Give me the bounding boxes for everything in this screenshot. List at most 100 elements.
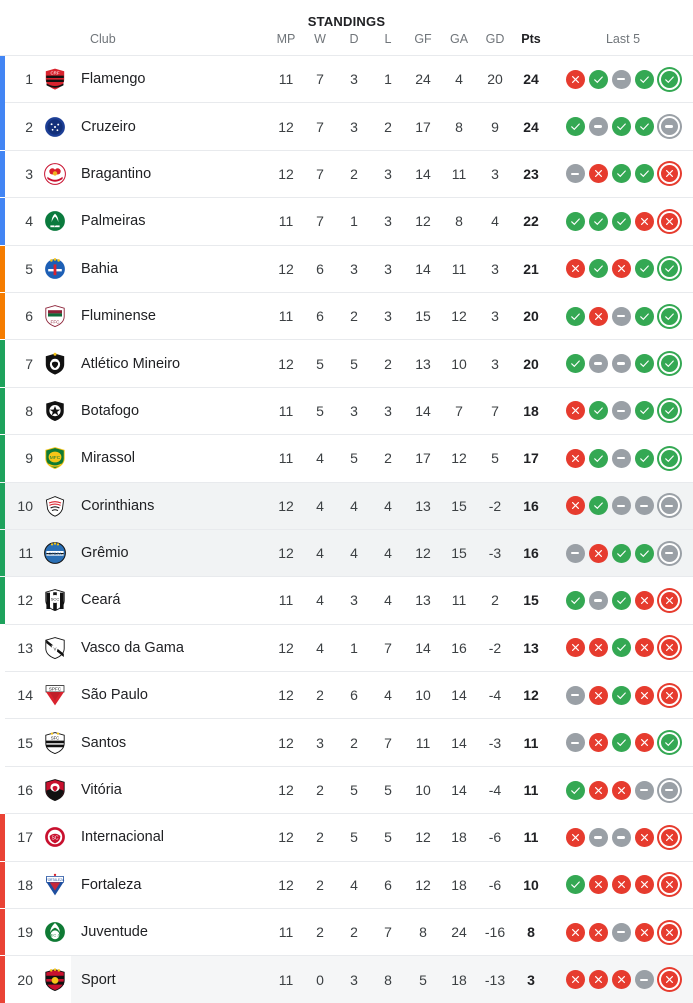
table-row[interactable]: 3 Bragantino 12 7 2 3 14 11 3 23 <box>0 150 693 199</box>
result-win-icon[interactable] <box>634 164 654 184</box>
result-win-icon[interactable] <box>660 260 678 278</box>
table-row[interactable]: 2 Cruzeiro 12 7 3 2 17 8 9 24 <box>0 102 693 151</box>
row-club-name[interactable]: Fluminense <box>71 292 269 341</box>
result-win-icon[interactable] <box>611 733 631 753</box>
result-win-icon[interactable] <box>565 306 585 326</box>
column-header-gd[interactable]: GD <box>477 32 513 56</box>
result-draw-icon[interactable] <box>634 780 654 800</box>
result-loss-icon[interactable] <box>588 638 608 658</box>
result-loss-icon[interactable] <box>634 638 654 658</box>
result-loss-icon[interactable] <box>565 259 585 279</box>
result-loss-icon[interactable] <box>660 923 678 941</box>
result-win-icon[interactable] <box>565 590 585 610</box>
result-loss-icon[interactable] <box>660 212 678 230</box>
result-draw-icon[interactable] <box>634 970 654 990</box>
result-win-icon[interactable] <box>611 164 631 184</box>
table-row[interactable]: 7 Atlético Mineiro 12 5 5 2 13 10 3 20 <box>0 339 693 388</box>
result-loss-icon[interactable] <box>588 685 608 705</box>
result-win-icon[interactable] <box>634 354 654 374</box>
row-club-name[interactable]: Fortaleza <box>71 861 269 910</box>
row-club-name[interactable]: Vasco da Gama <box>71 624 269 673</box>
table-row[interactable]: 15 SFC Santos 12 3 2 7 11 14 -3 11 <box>0 718 693 767</box>
result-win-icon[interactable] <box>660 355 678 373</box>
result-draw-icon[interactable] <box>611 496 631 516</box>
result-win-icon[interactable] <box>634 543 654 563</box>
row-club-name[interactable]: Atlético Mineiro <box>71 339 269 388</box>
result-win-icon[interactable] <box>611 211 631 231</box>
result-loss-icon[interactable] <box>588 875 608 895</box>
result-loss-icon[interactable] <box>611 875 631 895</box>
result-loss-icon[interactable] <box>660 686 678 704</box>
result-loss-icon[interactable] <box>588 922 608 942</box>
result-draw-icon[interactable] <box>565 733 585 753</box>
result-loss-icon[interactable] <box>565 69 585 89</box>
result-draw-icon[interactable] <box>611 306 631 326</box>
result-win-icon[interactable] <box>634 259 654 279</box>
result-loss-icon[interactable] <box>611 780 631 800</box>
column-header-club[interactable]: Club <box>71 32 269 56</box>
row-club-name[interactable]: Sport <box>71 955 269 1003</box>
result-win-icon[interactable] <box>588 259 608 279</box>
row-club-name[interactable]: Internacional <box>71 813 269 862</box>
result-win-icon[interactable] <box>588 496 608 516</box>
result-loss-icon[interactable] <box>565 448 585 468</box>
result-draw-icon[interactable] <box>565 685 585 705</box>
column-header-pts[interactable]: Pts <box>513 32 549 56</box>
table-row[interactable]: 11 GFBPA Grêmio 12 4 4 4 12 15 -3 16 <box>0 529 693 578</box>
result-draw-icon[interactable] <box>611 922 631 942</box>
table-row[interactable]: 13 V Vasco da Gama 12 4 1 7 14 16 -2 13 <box>0 624 693 673</box>
result-loss-icon[interactable] <box>565 970 585 990</box>
result-loss-icon[interactable] <box>660 639 678 657</box>
result-loss-icon[interactable] <box>565 922 585 942</box>
result-loss-icon[interactable] <box>634 827 654 847</box>
result-win-icon[interactable] <box>588 401 608 421</box>
result-loss-icon[interactable] <box>634 685 654 705</box>
table-row[interactable]: 14 SPFC São Paulo 12 2 6 4 10 14 -4 12 <box>0 671 693 720</box>
result-loss-icon[interactable] <box>565 638 585 658</box>
result-loss-icon[interactable] <box>611 259 631 279</box>
result-loss-icon[interactable] <box>634 733 654 753</box>
column-header-mp[interactable]: MP <box>269 32 303 56</box>
row-club-name[interactable]: Palmeiras <box>71 197 269 246</box>
result-loss-icon[interactable] <box>588 733 608 753</box>
row-club-name[interactable]: Botafogo <box>71 387 269 436</box>
row-club-name[interactable]: Flamengo <box>71 55 269 104</box>
result-loss-icon[interactable] <box>588 306 608 326</box>
result-win-icon[interactable] <box>660 402 678 420</box>
row-club-name[interactable]: Mirassol <box>71 434 269 483</box>
table-row[interactable]: 6 FFC Fluminense 11 6 2 3 15 12 3 20 <box>0 292 693 341</box>
result-loss-icon[interactable] <box>660 971 678 989</box>
table-row[interactable]: 10 Corinthians 12 4 4 4 13 15 -2 16 <box>0 482 693 530</box>
result-loss-icon[interactable] <box>565 827 585 847</box>
table-row[interactable]: 19 EC J Juventude 11 2 2 7 8 24 -16 8 <box>0 908 693 957</box>
result-draw-icon[interactable] <box>634 496 654 516</box>
result-win-icon[interactable] <box>611 543 631 563</box>
table-row[interactable]: 16 Vitória 12 2 5 5 10 14 -4 11 <box>0 766 693 815</box>
result-win-icon[interactable] <box>634 117 654 137</box>
row-club-name[interactable]: São Paulo <box>71 671 269 720</box>
column-header-gf[interactable]: GF <box>405 32 441 56</box>
result-loss-icon[interactable] <box>611 970 631 990</box>
result-draw-icon[interactable] <box>660 118 678 136</box>
result-draw-icon[interactable] <box>611 448 631 468</box>
result-win-icon[interactable] <box>588 448 608 468</box>
row-club-name[interactable]: Ceará <box>71 576 269 625</box>
column-header-d[interactable]: D <box>337 32 371 56</box>
result-loss-icon[interactable] <box>634 590 654 610</box>
result-loss-icon[interactable] <box>634 875 654 895</box>
table-row[interactable]: 8 Botafogo 11 5 3 3 14 7 7 18 <box>0 387 693 436</box>
row-club-name[interactable]: Grêmio <box>71 529 269 578</box>
table-row[interactable]: 1 CRF Flamengo 11 7 3 1 24 4 20 24 <box>0 55 693 104</box>
row-club-name[interactable]: Juventude <box>71 908 269 957</box>
column-header-ga[interactable]: GA <box>441 32 477 56</box>
result-loss-icon[interactable] <box>588 970 608 990</box>
result-win-icon[interactable] <box>611 590 631 610</box>
result-draw-icon[interactable] <box>611 827 631 847</box>
result-win-icon[interactable] <box>588 211 608 231</box>
result-loss-icon[interactable] <box>588 164 608 184</box>
result-win-icon[interactable] <box>565 780 585 800</box>
table-row[interactable]: 17 SC Internacional 12 2 5 5 12 18 -6 11 <box>0 813 693 862</box>
result-win-icon[interactable] <box>565 354 585 374</box>
column-header-w[interactable]: W <box>303 32 337 56</box>
result-win-icon[interactable] <box>660 70 678 88</box>
